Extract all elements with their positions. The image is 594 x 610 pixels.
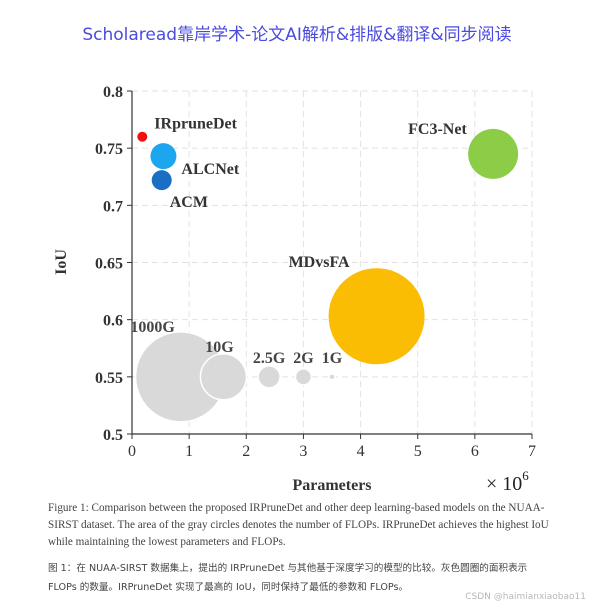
x-tick-label: 2 — [242, 443, 250, 460]
point-irprunedet — [137, 131, 148, 142]
x-tick-label: 4 — [357, 443, 365, 460]
flops-label-1g: 1G — [322, 350, 343, 367]
flops-label-10g: 10G — [205, 339, 234, 356]
flops-circle-2.5g — [257, 365, 281, 389]
point-label-fc3-net: FC3-Net — [408, 121, 467, 138]
chart-axes: 0 1 2 3 4 5 6 7 0.5 0.55 0.6 0.65 0.7 0.75 0.8 — [95, 84, 536, 460]
y-tick-label: 0.75 — [95, 141, 123, 158]
x-tick-label: 0 — [128, 443, 136, 460]
x-tick-label: 3 — [299, 443, 307, 460]
point-label-mdvsfa: MDvsFA — [289, 254, 350, 271]
bubble-chart: 0 1 2 3 4 5 6 70.50.550.60.650.70.750.8 1000G10… — [53, 84, 536, 495]
flops-circle-2g — [294, 368, 313, 386]
point-alcnet — [150, 143, 177, 170]
y-tick-label: 0.7 — [103, 198, 123, 215]
x-axis-multiplier: × 106 — [486, 468, 529, 495]
point-labels: 1000G 10G 2.5G 2G 1G IRpruneDet ALCNet ACM FC3-N… — [130, 116, 467, 367]
flops-reference-circles — [134, 331, 336, 423]
y-tick-label: 0.5 — [103, 427, 123, 444]
point-fc3-net — [468, 128, 519, 179]
point-label-irprunedet: IRpruneDet — [154, 116, 237, 133]
point-acm — [151, 170, 172, 191]
point-label-alcnet: ALCNet — [181, 161, 239, 178]
y-tick-label: 0.8 — [103, 84, 123, 101]
y-axis-title: IoU — [53, 249, 70, 275]
point-label-acm: ACM — [170, 194, 208, 211]
x-axis-title: Parameters — [292, 477, 371, 494]
x-tick-label: 1 — [185, 443, 193, 460]
flops-circle-10g — [199, 353, 248, 401]
x-tick-label: 5 — [414, 443, 422, 460]
flops-circle-1g — [328, 373, 336, 381]
figure-caption-chinese: 图 1：在 NUAA-SIRST 数据集上，提出的 IRPruneDet 与其他… — [48, 563, 528, 593]
point-mdvsfa — [328, 268, 425, 365]
flops-label-1000g: 1000G — [130, 319, 175, 336]
y-tick-label: 0.6 — [103, 313, 123, 330]
figure-caption-english: Figure 1: Comparison between the propose… — [48, 502, 549, 548]
watermark: CSDN @haimianxiaobao11 — [465, 592, 586, 602]
flops-label-2.5g: 2.5G — [253, 350, 286, 367]
banner-title: Scholaread靠岸学术-论文AI解析&排版&翻译&同步阅读 — [82, 25, 512, 45]
model-points — [137, 128, 519, 365]
x-tick-label: 6 — [471, 443, 479, 460]
x-tick-label: 7 — [528, 443, 536, 460]
y-tick-label: 0.65 — [95, 256, 123, 273]
y-tick-label: 0.55 — [95, 370, 123, 387]
flops-label-2g: 2G — [293, 350, 314, 367]
